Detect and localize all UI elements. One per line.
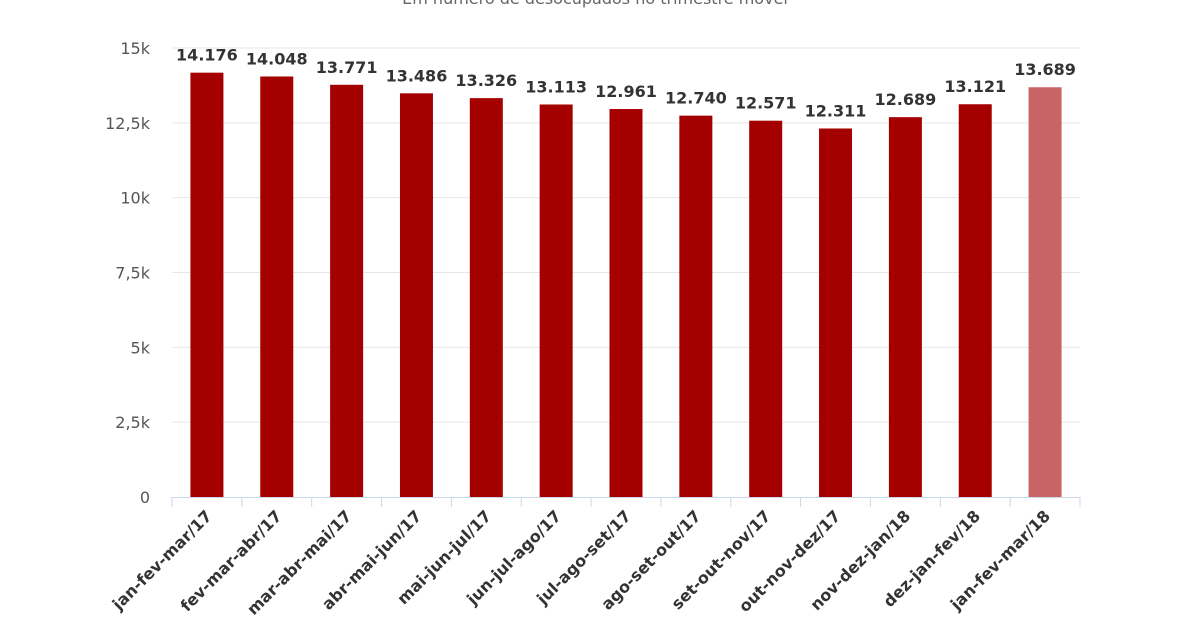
bar bbox=[749, 120, 783, 497]
data-label: 12.311 bbox=[805, 101, 867, 120]
data-label: 12.689 bbox=[875, 90, 937, 109]
bar bbox=[330, 84, 364, 498]
y-tick-label: 15k bbox=[120, 39, 150, 58]
y-tick-label: 12,5k bbox=[105, 114, 151, 133]
data-label: 13.689 bbox=[1014, 60, 1076, 79]
data-label: 12.571 bbox=[735, 94, 797, 113]
bar bbox=[888, 117, 922, 497]
y-tick-label: 10k bbox=[120, 189, 150, 208]
data-label: 13.486 bbox=[386, 66, 448, 85]
bar bbox=[399, 93, 433, 498]
bar bbox=[190, 72, 224, 497]
bar bbox=[958, 104, 992, 497]
data-label: 13.771 bbox=[316, 58, 378, 77]
bar bbox=[609, 109, 643, 498]
data-labels: 14.176 14.048 13.771 13.486 13.326 13.113 12.9… bbox=[176, 46, 1076, 121]
data-label: 14.048 bbox=[246, 49, 308, 68]
bar bbox=[539, 104, 573, 498]
bar bbox=[1028, 87, 1062, 497]
data-label: 13.121 bbox=[944, 77, 1006, 96]
y-tick-label: 0 bbox=[140, 488, 150, 507]
x-axis: jan-fev-mar/17fev-mar-abr/17mar-abr-mai/… bbox=[108, 497, 1081, 619]
chart-subtitle: Em número de desocupados no trimestre mó… bbox=[402, 0, 788, 8]
bar bbox=[819, 128, 853, 498]
data-label: 12.740 bbox=[665, 89, 727, 108]
bars bbox=[190, 72, 1062, 498]
data-label: 13.113 bbox=[525, 77, 587, 96]
data-label: 13.326 bbox=[455, 71, 517, 90]
data-label: 12.961 bbox=[595, 82, 657, 101]
bar bbox=[679, 115, 713, 498]
y-axis: 0 2,5k 5k 7,5k 10k 12,5k 15k bbox=[105, 39, 151, 507]
data-label: 14.176 bbox=[176, 46, 238, 65]
y-tick-label: 2,5k bbox=[115, 413, 150, 432]
bar bbox=[469, 98, 503, 497]
bar bbox=[260, 76, 294, 498]
y-tick-label: 7,5k bbox=[115, 264, 150, 283]
y-tick-label: 5k bbox=[131, 338, 151, 357]
